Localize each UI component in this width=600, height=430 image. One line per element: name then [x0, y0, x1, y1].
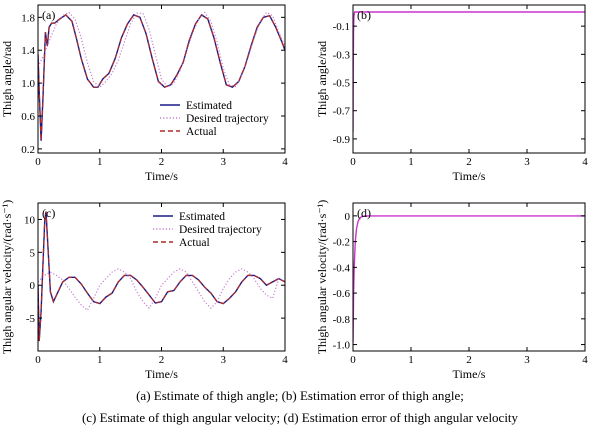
panel-label-c: (c): [42, 206, 55, 220]
legend-label-estimated-a: Estimated: [186, 100, 232, 112]
y-tick-label-c-3: 10: [24, 214, 36, 226]
x-tick-label-b-1: 1: [408, 156, 414, 168]
caption-line-1: (a) Estimate of thigh angle; (b) Estimat…: [136, 388, 464, 403]
legend-label-actual-a: Actual: [186, 126, 217, 138]
series-line-desired-trajectory-a: [38, 11, 285, 89]
plot-frame-b: [352, 4, 586, 154]
series-line-desired-trajectory-c: [38, 268, 285, 312]
y-tick-label-c-2: 5: [30, 247, 36, 259]
x-tick-label-a-4: 4: [282, 156, 288, 168]
x-tick-label-d-3: 3: [524, 354, 530, 366]
x-tick-label-c-4: 4: [282, 354, 288, 366]
x-tick-label-d-1: 1: [408, 354, 414, 366]
x-tick-label-a-1: 1: [97, 156, 103, 168]
x-tick-label-d-4: 4: [582, 354, 588, 366]
y-tick-label-d-4: -0.8: [333, 314, 351, 326]
x-tick-label-d-2: 2: [466, 354, 472, 366]
y-tick-label-a-3: 1.4: [21, 45, 35, 57]
x-tick-label-b-2: 2: [466, 156, 472, 168]
panel-label-d: (d): [357, 206, 371, 220]
x-axis-label-a: Time/s: [145, 169, 178, 183]
legend-label-desired-trajectory-a: Desired trajectory: [186, 113, 269, 125]
y-tick-label-d-3: -0.6: [333, 288, 351, 300]
x-tick-label-c-2: 2: [159, 354, 165, 366]
legend-label-desired-trajectory-c: Desired trajectory: [179, 224, 262, 236]
figure-canvas: 0 1 2 3 4 0.2 0.6 1.0 1.4 1.8 Time/s Thigh angle/ra…: [0, 4, 588, 380]
y-tick-label-d-5: -1.0: [333, 340, 351, 352]
x-tick-label-b-0: 0: [350, 156, 356, 168]
x-tick-label-a-2: 2: [159, 156, 165, 168]
x-axis-label-b: Time/s: [453, 169, 486, 183]
y-tick-label-b-4: -0.9: [333, 134, 351, 146]
x-tick-label-c-0: 0: [35, 354, 41, 366]
y-axis-label-d: Thigh angular velocity/(rad·s⁻¹): [315, 200, 329, 355]
y-tick-label-b-1: -0.3: [333, 49, 351, 61]
x-tick-label-c-1: 1: [97, 354, 103, 366]
x-tick-label-b-3: 3: [524, 156, 530, 168]
x-axis-label-d: Time/s: [453, 367, 486, 380]
x-tick-label-c-3: 3: [221, 354, 227, 366]
y-tick-label-d-1: -0.2: [333, 237, 350, 249]
series-line-error-b: [353, 11, 585, 132]
y-tick-label-c-0: -5: [26, 313, 36, 325]
y-tick-label-d-0: 0: [345, 211, 351, 223]
caption-line-2: (c) Estimate of thigh angular velocity; …: [81, 410, 519, 425]
legend-label-actual-c: Actual: [179, 237, 210, 249]
y-tick-label-b-0: -0.1: [333, 21, 350, 33]
y-axis-label-a: Thigh angle/rad: [0, 41, 14, 117]
y-tick-label-c-1: 0: [30, 280, 36, 292]
y-tick-label-b-2: -0.5: [333, 78, 351, 90]
panel-label-b: (b): [357, 8, 371, 22]
y-tick-label-d-2: -0.4: [333, 262, 351, 274]
y-tick-label-a-4: 1.8: [21, 12, 35, 24]
y-tick-label-a-1: 0.6: [21, 111, 35, 123]
x-axis-label-c: Time/s: [145, 367, 178, 380]
x-tick-label-a-3: 3: [221, 156, 227, 168]
y-tick-label-a-0: 0.2: [21, 144, 35, 156]
series-line-actual-c: [38, 211, 285, 342]
y-axis-label-b: Thigh angle/rad: [315, 41, 329, 117]
plot-frame-d: [352, 202, 586, 352]
x-tick-label-a-0: 0: [35, 156, 41, 168]
series-line-actual-a: [38, 14, 285, 141]
x-tick-label-d-0: 0: [350, 354, 356, 366]
panel-label-a: (a): [42, 8, 55, 22]
series-line-error-d: [353, 215, 585, 343]
y-tick-label-b-3: -0.7: [333, 106, 351, 118]
legend-label-estimated-c: Estimated: [179, 211, 225, 223]
y-axis-label-c: Thigh angular velocity/(rad·s⁻¹): [0, 200, 14, 355]
y-tick-label-a-2: 1.0: [21, 78, 35, 90]
x-tick-label-b-4: 4: [582, 156, 588, 168]
